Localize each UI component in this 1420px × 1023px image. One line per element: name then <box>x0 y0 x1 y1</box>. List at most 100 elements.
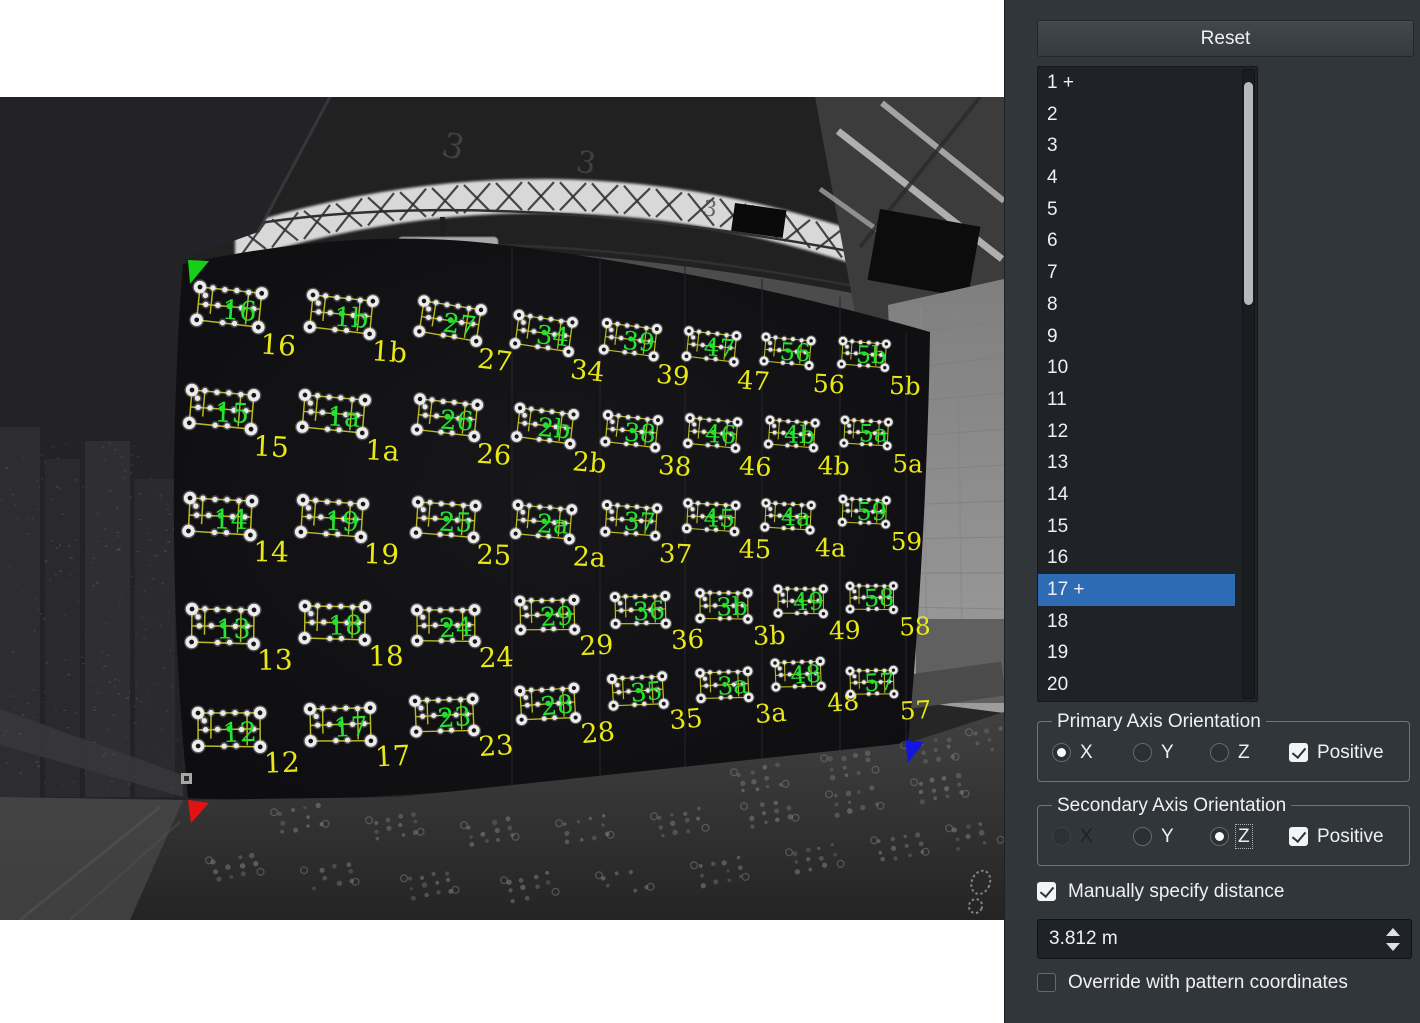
list-item[interactable]: 3 <box>1047 135 1058 157</box>
red-triangle <box>188 800 209 823</box>
secondary-x-radio[interactable] <box>1052 827 1071 846</box>
override-checkbox[interactable] <box>1037 973 1056 992</box>
control-panel: Reset 1 + 2 3 4 5 6 7 8 9 10 11 12 13 14 15 16 17 + 18 19 2… <box>1004 0 1420 1023</box>
marker-id-green: 3a <box>716 670 748 701</box>
list-item[interactable]: 17 + <box>1038 574 1235 606</box>
marker-id-green: 17 <box>333 711 368 744</box>
list-item[interactable]: 9 <box>1047 325 1058 347</box>
marker-id-yellow: 4a <box>815 533 846 563</box>
list-item[interactable]: 20 <box>1047 674 1069 696</box>
spin-down-arrow-icon[interactable] <box>1386 943 1400 951</box>
reset-button[interactable]: Reset <box>1037 20 1414 57</box>
marker-id-yellow: 2a <box>572 541 607 574</box>
board-corner-tag <box>181 773 192 784</box>
marker-id-green: 1b <box>333 302 369 335</box>
list-item[interactable]: 8 <box>1047 293 1058 315</box>
marker-id-yellow: 13 <box>257 643 293 677</box>
primary-y-radio[interactable] <box>1133 743 1152 762</box>
list-item[interactable]: 5 <box>1047 198 1058 220</box>
marker-id-green: 57 <box>863 668 895 698</box>
marker-id-green: 15 <box>214 397 250 430</box>
footprint-mark <box>967 869 992 915</box>
floor <box>0 712 1004 920</box>
list-item[interactable]: 10 <box>1047 357 1069 379</box>
distance-spinbox[interactable]: 3.812 m <box>1037 919 1412 959</box>
list-item[interactable]: 14 <box>1047 483 1069 505</box>
secondary-y-radio[interactable] <box>1133 827 1152 846</box>
marker-id-green: 39 <box>622 326 656 358</box>
list-item[interactable]: 7 <box>1047 262 1058 284</box>
marker-id-yellow: 16 <box>259 327 297 362</box>
override-label: Override with pattern coordinates <box>1068 972 1348 993</box>
list-item[interactable]: 6 <box>1047 230 1058 252</box>
marker-id-yellow: 5a <box>892 449 923 479</box>
marker-id-green: 4a <box>781 503 811 532</box>
ceiling-mark: 3 <box>701 196 718 223</box>
marker-id-green: 29 <box>539 601 573 633</box>
marker-id-yellow: 3a <box>754 698 788 730</box>
marker-id-yellow: 19 <box>363 537 399 571</box>
list-item[interactable]: 4 <box>1047 167 1058 189</box>
marker-id-yellow: 2b <box>571 446 608 480</box>
manual-distance-checkbox[interactable] <box>1037 882 1056 901</box>
list-item[interactable]: 16 <box>1047 547 1069 569</box>
camera-image[interactable]: 3 33 <box>0 97 1004 920</box>
list-item[interactable]: 1 + <box>1047 72 1074 93</box>
marker-id-yellow: 57 <box>899 695 932 726</box>
floor-dot-patterns <box>204 726 1004 904</box>
primary-x-radio[interactable] <box>1052 743 1071 762</box>
marker-id-yellow: 25 <box>476 540 512 572</box>
list-item[interactable]: 18 <box>1047 610 1069 632</box>
primary-y-label: Y <box>1161 742 1174 763</box>
primary-z-radio[interactable] <box>1210 743 1229 762</box>
list-item[interactable]: 12 <box>1047 420 1069 442</box>
marker-id-yellow: 27 <box>476 344 514 379</box>
secondary-x-label: X <box>1080 826 1093 847</box>
city-poster <box>0 97 332 800</box>
marker-id-yellow: 4b <box>817 451 850 481</box>
marker-id-yellow: 58 <box>899 611 931 641</box>
scrollbar[interactable] <box>1242 69 1255 699</box>
marker-id-yellow: 46 <box>738 451 772 483</box>
list-item[interactable]: 19 <box>1047 642 1069 664</box>
dark-sign <box>731 203 787 238</box>
floor-light-wedge <box>0 797 183 920</box>
list-item[interactable]: 11 <box>1047 388 1067 410</box>
pattern-list[interactable]: 1 + 2 3 4 5 6 7 8 9 10 11 12 13 14 15 16 17 + 18 19 20 <box>1037 66 1258 702</box>
scrollbar-thumb[interactable] <box>1244 82 1253 305</box>
primary-positive-checkbox[interactable] <box>1289 743 1308 762</box>
list-item[interactable]: 2 <box>1047 103 1058 125</box>
secondary-z-radio[interactable] <box>1210 827 1229 846</box>
list-item[interactable]: 13 <box>1047 452 1069 474</box>
list-item[interactable]: 15 <box>1047 515 1069 537</box>
marker-id-yellow: 12 <box>263 745 300 779</box>
marker-id-yellow: 59 <box>891 527 922 556</box>
marker-id-green: 5b <box>856 340 887 369</box>
marker-id-green: 5a <box>859 419 889 448</box>
secondary-positive-checkbox[interactable] <box>1289 827 1308 846</box>
spin-up-arrow-icon[interactable] <box>1386 928 1400 936</box>
marker-id-green: 45 <box>703 503 735 533</box>
marker-id-green: 24 <box>439 613 473 644</box>
secondary-axis-group: Secondary Axis Orientation X Y Z Positiv… <box>1037 795 1410 866</box>
marker-id-green: 48 <box>790 660 823 690</box>
marker-id-yellow: 26 <box>475 439 512 472</box>
